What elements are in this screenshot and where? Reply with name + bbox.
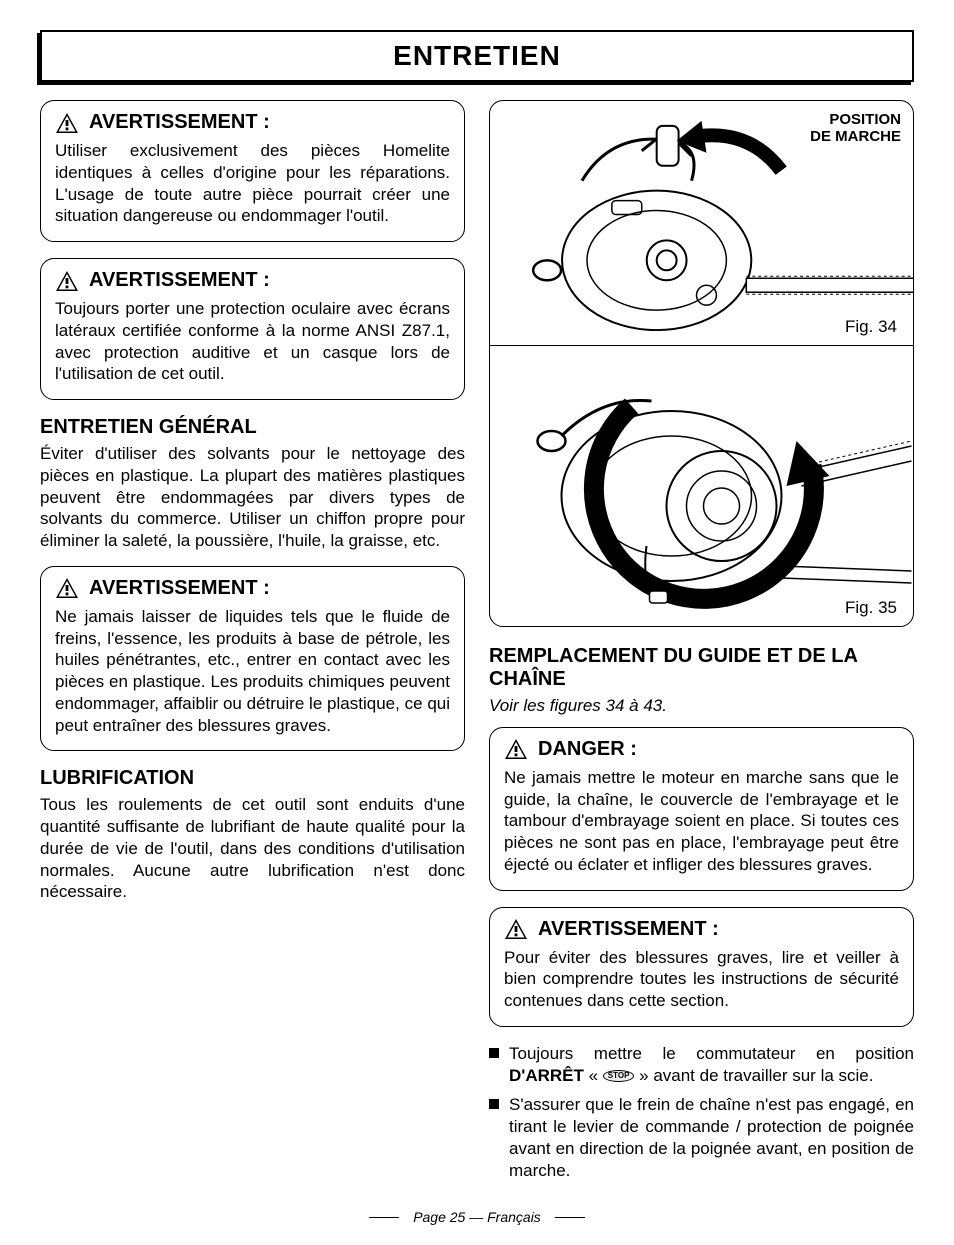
stop-icon: STOP — [603, 1070, 635, 1082]
fig-34-label: Fig. 34 — [841, 317, 901, 337]
danger-label: DANGER : — [538, 738, 637, 761]
warning-label: AVERTISSEMENT : — [89, 269, 270, 292]
warning-head: AVERTISSEMENT : — [55, 269, 450, 292]
warning-label: AVERTISSEMENT : — [89, 577, 270, 600]
pos-marche-text: POSITION DE MARCHE — [810, 111, 901, 145]
warning-icon — [504, 918, 528, 940]
body-text: Tous les roulements de cet outil sont en… — [40, 794, 465, 903]
figure-35: Fig. 35 — [490, 346, 913, 626]
warning-head: AVERTISSEMENT : — [504, 918, 899, 941]
chainsaw-illustration-35 — [490, 346, 913, 626]
columns: AVERTISSEMENT : Utiliser exclusivement d… — [40, 100, 914, 1189]
warning-box-2: AVERTISSEMENT : Toujours porter une prot… — [40, 258, 465, 400]
warning-icon — [55, 577, 79, 599]
b1-bold: D'ARRÊT — [509, 1066, 584, 1085]
warning-label: AVERTISSEMENT : — [89, 111, 270, 134]
figure-34: POSITION DE MARCHE Fig. 34 — [490, 101, 913, 346]
figure-box: POSITION DE MARCHE Fig. 34 — [489, 100, 914, 627]
warning-body: Ne jamais laisser de liquides tels que l… — [55, 606, 450, 737]
left-column: AVERTISSEMENT : Utiliser exclusivement d… — [40, 100, 465, 1189]
warning-box-3: AVERTISSEMENT : Ne jamais laisser de liq… — [40, 566, 465, 752]
section-head-lubrification: LUBRIFICATION — [40, 767, 465, 790]
bullet-marker — [489, 1099, 499, 1109]
fig-35-label: Fig. 35 — [841, 598, 901, 618]
section-head-remplacement: REMPLACEMENT DU GUIDE ET DE LA CHAÎNE — [489, 645, 914, 691]
position-marche-label: POSITION DE MARCHE — [810, 111, 901, 146]
page-footer: Page 25 — Français — [40, 1209, 914, 1225]
warning-body: Pour éviter des blessures graves, lire e… — [504, 947, 899, 1012]
warning-label: AVERTISSEMENT : — [538, 918, 719, 941]
bullet-item-1: Toujours mettre le commutateur en positi… — [489, 1043, 914, 1087]
footer-text: Page 25 — Français — [413, 1209, 541, 1225]
bullet-list: Toujours mettre le commutateur en positi… — [489, 1043, 914, 1182]
warning-icon — [504, 738, 528, 760]
warning-icon — [55, 112, 79, 134]
warning-icon — [55, 270, 79, 292]
body-text: Éviter d'utiliser des solvants pour le n… — [40, 443, 465, 552]
right-column: POSITION DE MARCHE Fig. 34 — [489, 100, 914, 1189]
b1-pre: Toujours mettre le commutateur en positi… — [509, 1044, 914, 1063]
warning-body: Toujours porter une protection oculaire … — [55, 298, 450, 385]
warning-body: Utiliser exclusivement des pièces Homeli… — [55, 140, 450, 227]
section-head-entretien: ENTRETIEN GÉNÉRAL — [40, 416, 465, 439]
bullet-item-2: S'assurer que le frein de chaîne n'est p… — [489, 1094, 914, 1181]
bullet-marker — [489, 1048, 499, 1058]
danger-head: DANGER : — [504, 738, 899, 761]
bullet-text: S'assurer que le frein de chaîne n'est p… — [509, 1094, 914, 1181]
warning-head: AVERTISSEMENT : — [55, 111, 450, 134]
warning-head: AVERTISSEMENT : — [55, 577, 450, 600]
bullet-text: Toujours mettre le commutateur en positi… — [509, 1043, 914, 1087]
warning-box-1: AVERTISSEMENT : Utiliser exclusivement d… — [40, 100, 465, 242]
page-title-box: ENTRETIEN — [40, 30, 914, 82]
danger-body: Ne jamais mettre le moteur en marche san… — [504, 767, 899, 876]
warning-box-right: AVERTISSEMENT : Pour éviter des blessure… — [489, 907, 914, 1027]
page-title: ENTRETIEN — [42, 40, 912, 72]
figures-ref: Voir les figures 34 à 43. — [489, 695, 914, 717]
danger-box: DANGER : Ne jamais mettre le moteur en m… — [489, 727, 914, 891]
